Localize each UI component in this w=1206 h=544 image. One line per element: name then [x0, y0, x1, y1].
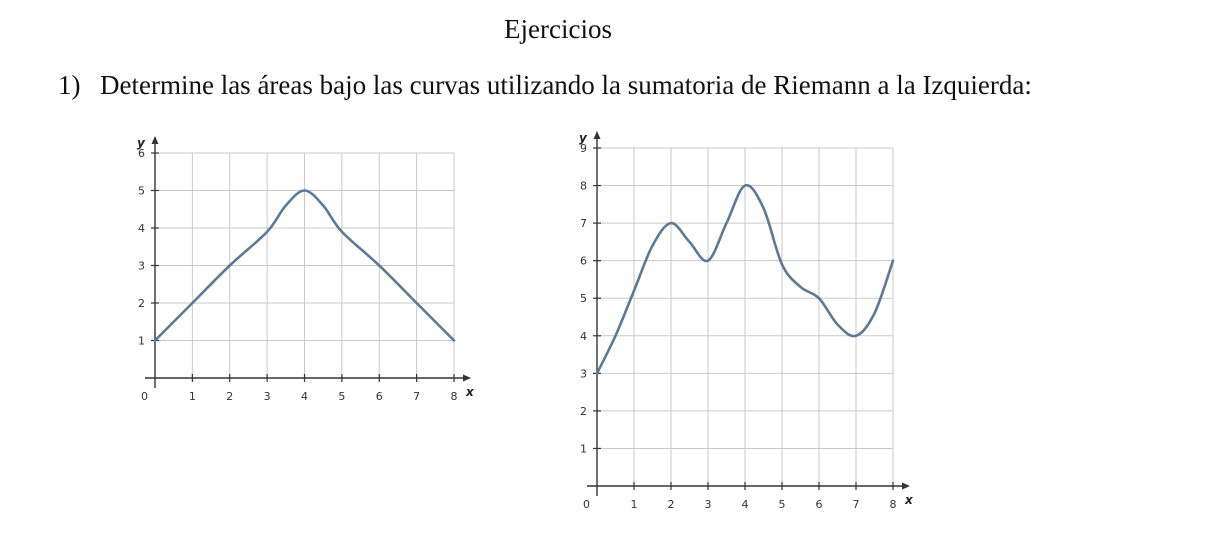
g0-y-tick-label: 2: [138, 297, 145, 310]
g1-x-tick-label: 1: [631, 498, 638, 511]
g1-origin-label: 0: [583, 498, 590, 511]
exercise-statement: 1) Determine las áreas bajo las curvas ut…: [58, 70, 1032, 101]
g0-x-tick-label: 8: [451, 390, 458, 403]
g0-x-tick-label: 3: [264, 390, 271, 403]
exercise-text: Determine las áreas bajo las curvas util…: [100, 70, 1032, 100]
g1-y-tick-label: 3: [580, 367, 587, 380]
g1-x-tick-label: 4: [742, 498, 749, 511]
g1-y-tick-label: 9: [580, 142, 587, 155]
right-curve-graph: 1 2 3 4 5 6 7 8 1 2 3 4 5 6 7 8 9 0 x y: [579, 131, 914, 511]
exercise-number: 1): [58, 70, 81, 100]
g1-y-axis-name: y: [579, 131, 588, 145]
g1-curve-line: [595, 183, 895, 375]
g1-x-tick-label: 8: [890, 498, 897, 511]
g0-y-axis-arrow: [151, 136, 159, 144]
left-curve-graph: 1 2 3 4 5 6 7 8 1 2 3 4 5 6 0 x y: [137, 136, 475, 403]
g1-x-axis-arrow: [902, 482, 910, 490]
g1-x-tick-label: 5: [779, 498, 786, 511]
g0-x-tick-label: 5: [338, 390, 345, 403]
g1-y-tick-label: 8: [580, 180, 587, 193]
g0-x-axis-arrow: [463, 374, 471, 382]
g1-y-tick-label: 1: [580, 442, 587, 455]
g0-x-tick-label: 4: [301, 390, 308, 403]
g0-y-tick-label: 6: [138, 147, 145, 160]
g1-gridlines: [597, 147, 894, 486]
g1-y-axis-arrow: [593, 131, 601, 139]
g0-gridlines: [155, 152, 455, 378]
g1-x-axis-name: x: [904, 493, 914, 507]
g0-x-tick-label: 6: [376, 390, 383, 403]
g0-y-tick-label: 3: [138, 260, 145, 273]
g1-x-tick-label: 3: [705, 498, 712, 511]
g1-y-tick-label: 6: [580, 255, 587, 268]
document-title: Ejercicios: [504, 14, 612, 44]
g1-x-tick-label: 7: [853, 498, 860, 511]
g0-x-tick-label: 2: [226, 390, 233, 403]
g0-x-tick-label: 1: [189, 390, 196, 403]
g0-x-axis-name: x: [465, 385, 475, 399]
g1-y-tick-label: 5: [580, 292, 587, 305]
g1-x-tick-label: 6: [816, 498, 823, 511]
g1-y-tick-label: 2: [580, 405, 587, 418]
g0-y-tick-label: 4: [138, 222, 145, 235]
g0-origin-label: 0: [141, 390, 148, 403]
g0-y-axis-name: y: [137, 136, 146, 150]
g0-x-tick-label: 7: [413, 390, 420, 403]
g0-y-tick-label: 5: [138, 185, 145, 198]
g1-y-tick-label: 7: [580, 217, 587, 230]
g1-x-tick-label: 2: [668, 498, 675, 511]
g1-y-tick-label: 4: [580, 330, 587, 343]
g0-y-tick-label: 1: [138, 335, 145, 348]
g0-curve-line: [153, 189, 456, 342]
